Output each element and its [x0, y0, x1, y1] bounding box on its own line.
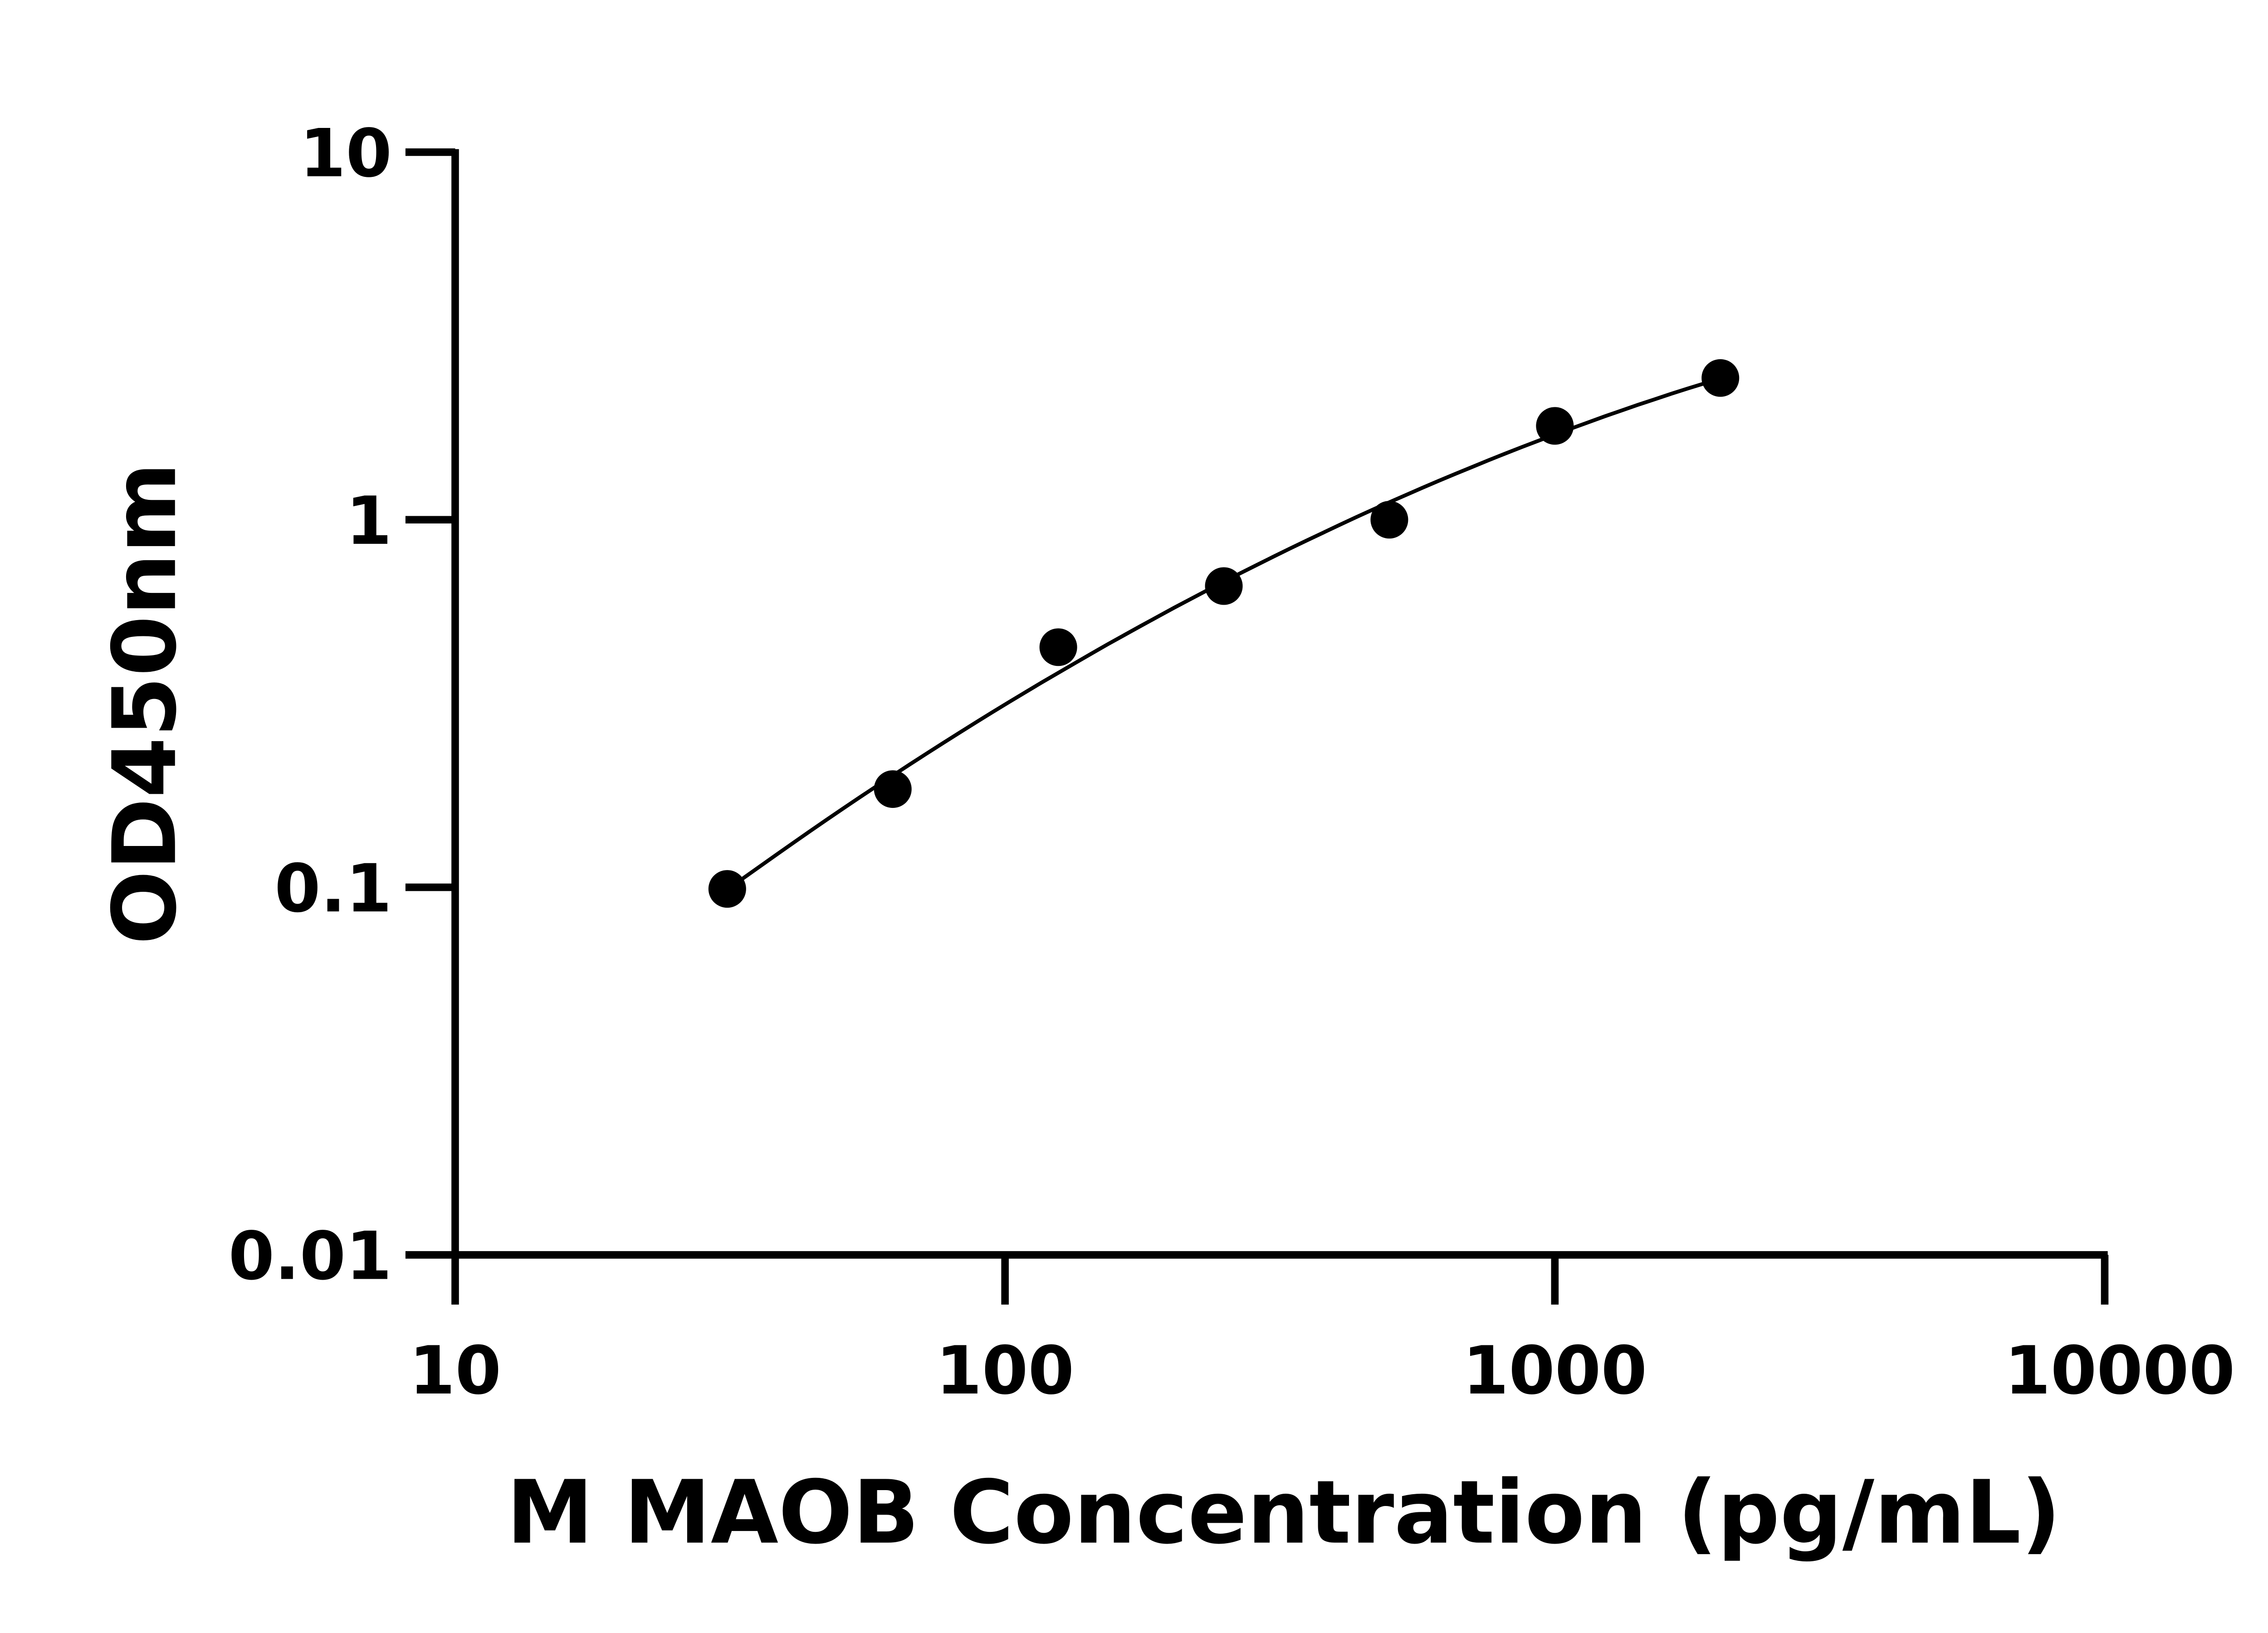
y-axis-title: OD450nm [94, 462, 196, 945]
y-tick-label: 10 [300, 115, 392, 192]
x-tick-label: 100 [936, 1332, 1074, 1409]
x-tick-label: 10000 [2004, 1332, 2235, 1409]
fit-curve [726, 376, 1721, 892]
x-axis-title: M MAOB Concentration (pg/mL) [507, 1462, 2061, 1564]
y-tick-label: 0.1 [274, 850, 392, 927]
y-tick-label: 1 [346, 483, 392, 560]
data-point [708, 870, 746, 908]
data-point [1039, 628, 1077, 666]
x-tick-label: 10 [409, 1332, 501, 1409]
data-point [1701, 359, 1740, 397]
axes [451, 149, 2108, 1259]
tick-labels: 10 100 1000 10000 0.01 0.1 1 10 [228, 115, 2235, 1409]
ticks [405, 148, 2109, 1305]
x-tick-label: 1000 [1462, 1332, 1647, 1409]
data-point [1536, 407, 1574, 445]
data-point [874, 770, 912, 808]
data-point [1370, 501, 1408, 539]
y-tick-label: 0.01 [228, 1218, 392, 1295]
data-point [1205, 567, 1243, 605]
data-points [708, 359, 1740, 908]
